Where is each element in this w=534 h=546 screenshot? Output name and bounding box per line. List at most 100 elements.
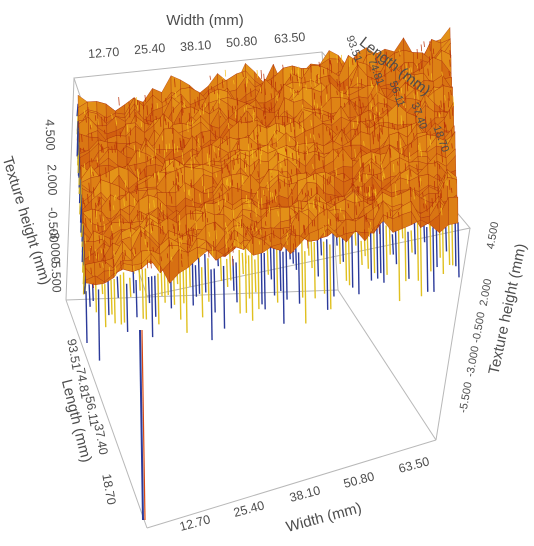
surface-hatch-line <box>165 167 167 176</box>
surface-hatch-line <box>146 139 148 148</box>
surface-hatch-line <box>389 209 391 217</box>
surface-hatch-line <box>327 178 329 186</box>
surface-hatch-line <box>177 172 180 183</box>
surface-hatch-line <box>115 120 118 126</box>
surface-hatch-line <box>255 222 257 232</box>
surface-hatch-line <box>156 103 158 109</box>
surface-hatch-line <box>403 147 405 158</box>
surface-hatch-line <box>360 174 363 181</box>
surface-hatch-line <box>234 149 236 155</box>
surface-hatch-line <box>288 179 290 188</box>
surface-hatch-line <box>201 104 204 111</box>
surface-hatch-line <box>291 188 293 195</box>
surface-hatch-line <box>96 225 98 231</box>
surface-hatch-line <box>218 192 221 199</box>
surface-skirt-streak <box>147 276 151 304</box>
surface-hatch-line <box>283 178 286 187</box>
surface-hatch-line <box>418 84 421 90</box>
surface-hatch-line <box>316 103 318 109</box>
surface-hatch-line <box>179 118 181 125</box>
surface-hatch-line <box>92 171 94 177</box>
surface-hatch-line <box>207 89 210 96</box>
surface-skirt-streak <box>138 267 141 291</box>
surface-hatch-line <box>439 105 441 115</box>
surface-hatch-line <box>359 157 361 167</box>
surface-hatch-line <box>159 116 162 127</box>
surface-hatch-line <box>258 240 261 245</box>
surface-hatch-line <box>438 113 441 118</box>
surface-hatch-line <box>310 119 312 127</box>
surface-hatch-line <box>337 196 339 201</box>
surface-hatch-line <box>256 135 258 140</box>
surface-hatch-line <box>109 237 112 247</box>
surface-skirt-streak <box>116 276 119 298</box>
surface-hatch-line <box>190 117 192 123</box>
surface-hatch-line <box>433 181 436 190</box>
surface-hatch-line <box>377 112 379 121</box>
surface-hatch-line <box>297 70 299 80</box>
surface-hatch-line <box>263 189 265 196</box>
surface-hatch-line <box>416 48 418 59</box>
right-height-tick-label: 4.500 <box>485 221 502 250</box>
surface-hatch-line <box>383 61 385 67</box>
right-height-tick-label: -0.500 <box>470 311 487 344</box>
surface-hatch-line <box>312 201 315 209</box>
surface-hatch-line <box>326 94 328 103</box>
surface-hatch-line <box>284 147 287 152</box>
surface-hatch-line <box>432 48 435 55</box>
surface-skirt-streak <box>110 279 113 315</box>
surface-hatch-line <box>227 192 229 201</box>
surface-hatch-line <box>185 224 187 235</box>
surface-hatch-line <box>158 144 161 154</box>
surface-hatch-line <box>234 105 237 111</box>
surface-hatch-line <box>400 115 403 126</box>
surface-hatch-line <box>293 205 295 214</box>
surface-skirt-streak <box>397 229 401 302</box>
surface-hatch-line <box>270 80 273 85</box>
surface-hatch-line <box>358 201 360 207</box>
surface-hatch-line <box>257 140 259 151</box>
top-width-axis-title: Width (mm) <box>166 12 244 29</box>
surface-hatch-line <box>144 94 146 102</box>
surface-skirt-streak <box>135 279 138 318</box>
surface-hatch-line <box>187 122 189 132</box>
left-height-tick-label: 4.500 <box>42 119 57 151</box>
surface-hatch-line <box>440 145 443 154</box>
surface-hatch-line <box>179 232 181 238</box>
surface-hatch-line <box>286 229 288 234</box>
surface-hatch-line <box>393 163 395 173</box>
surface-hatch-line <box>162 225 164 235</box>
surface-hatch-line <box>327 218 330 225</box>
surface-hatch-line <box>382 107 384 114</box>
surface-hatch-line <box>201 131 203 139</box>
surface-hatch-line <box>316 75 318 83</box>
surface-hatch-line <box>255 150 257 157</box>
surface-hatch-line <box>298 78 300 87</box>
surface-skirt-streak <box>297 252 301 304</box>
surface-hatch-line <box>370 80 372 88</box>
surface-hatch-line <box>234 109 237 119</box>
surface-hatch-line <box>246 105 248 112</box>
surface-hatch-line <box>294 228 296 238</box>
surface-hatch-line <box>94 250 96 256</box>
surface-hatch-line <box>347 203 349 209</box>
surface-hatch-line <box>447 98 450 108</box>
surface-hatch-line <box>145 179 147 189</box>
surface-hatch-line <box>330 114 332 124</box>
surface-hatch-line <box>250 223 252 231</box>
surface-hatch-line <box>227 109 230 119</box>
surface-hatch-line <box>251 188 253 197</box>
surface-hatch-line <box>177 238 179 244</box>
surface-hatch-line <box>290 153 292 159</box>
surface-hatch-line <box>208 231 210 237</box>
surface-hatch-line <box>365 213 368 220</box>
surface-hatch-line <box>253 222 256 232</box>
surface-hatch-line <box>172 106 175 113</box>
left-length-tick-label: 93.51 <box>64 338 83 371</box>
surface-hatch-line <box>382 167 384 177</box>
surface-hatch-line <box>237 140 240 146</box>
surface-hatch-line <box>97 252 99 262</box>
surface-hatch-line <box>138 148 141 158</box>
surface-hatch-line <box>425 116 427 124</box>
surface-hatch-line <box>418 180 421 188</box>
